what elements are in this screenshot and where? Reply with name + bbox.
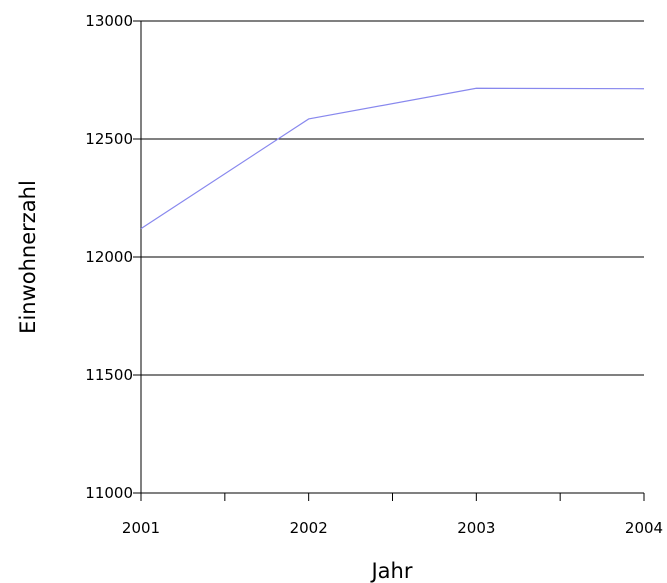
x-tick-label: 2001	[122, 519, 160, 537]
x-axis-label: Jahr	[369, 559, 412, 583]
x-axis-ticks: 2001 2002 2003 2004	[122, 493, 663, 537]
y-tick-label: 12500	[85, 130, 133, 148]
series-line	[140, 87, 645, 230]
x-tick-label: 2004	[625, 519, 663, 537]
y-tick-label: 11000	[85, 484, 133, 502]
y-tick-label: 11500	[85, 366, 133, 384]
y-tick-label: 13000	[85, 12, 133, 30]
series-group	[140, 87, 645, 230]
y-axis-ticks: 11000 11500 12000 12500 13000	[85, 12, 141, 502]
x-tick-label: 2003	[457, 519, 495, 537]
y-tick-label: 12000	[85, 248, 133, 266]
x-tick-label: 2002	[290, 519, 328, 537]
y-axis-label: Einwohnerzahl	[16, 180, 40, 334]
gridlines	[141, 20, 644, 494]
